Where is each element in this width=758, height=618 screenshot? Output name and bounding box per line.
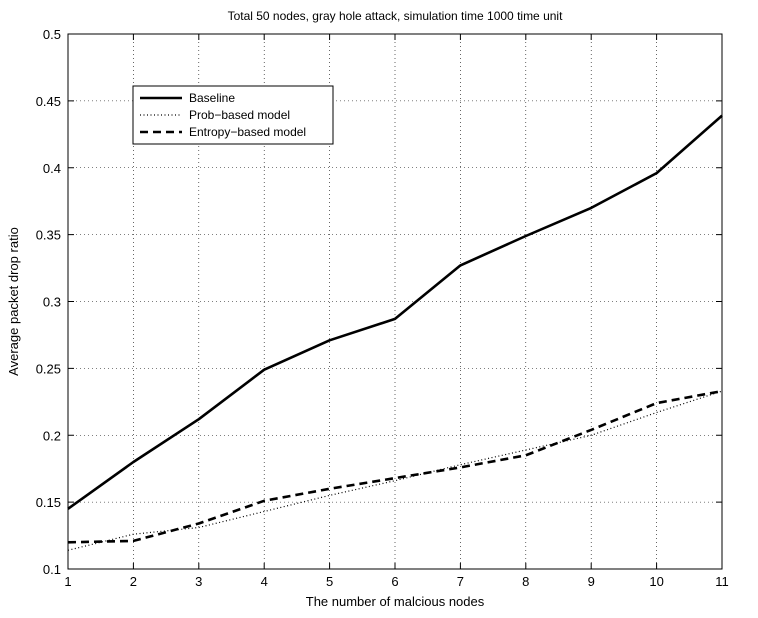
- y-tick-label: 0.15: [36, 495, 61, 510]
- x-tick-label: 2: [130, 574, 137, 589]
- x-tick-label: 5: [326, 574, 333, 589]
- legend-box: [132, 85, 334, 145]
- legend: Baseline Prob−based model Entropy−based mo…: [132, 85, 334, 145]
- x-tick-label: 1: [64, 574, 71, 589]
- y-tick-label: 0.3: [43, 295, 61, 310]
- y-tick-label: 0.5: [43, 27, 61, 42]
- x-tick-label: 3: [195, 574, 202, 589]
- y-axis-label: Average packet drop ratio: [6, 227, 21, 376]
- axis-ticks: 1 2 3 4 5 6 7 8 9 10 11 0.1 0.15 0.2 0.25 0.3 0.35 0.4 0.4…: [36, 27, 729, 589]
- series-line-dashed: [67, 389, 723, 544]
- y-tick-label: 0.25: [36, 361, 61, 376]
- series-line-solid: [67, 114, 723, 510]
- y-tick-label: 0.35: [36, 228, 61, 243]
- y-tick-label: 0.1: [43, 562, 61, 577]
- x-tick-label: 10: [649, 574, 663, 589]
- legend-label: Entropy−based model: [189, 125, 306, 139]
- x-tick-label: 11: [715, 574, 729, 589]
- legend-label: Prob−based model: [189, 108, 290, 122]
- y-tick-label: 0.2: [43, 428, 61, 443]
- x-axis-label: The number of malcious nodes: [306, 594, 485, 609]
- x-tick-label: 4: [261, 574, 268, 589]
- y-tick-label: 0.45: [36, 94, 61, 109]
- x-tick-label: 8: [522, 574, 529, 589]
- chart-title: Total 50 nodes, gray hole attack, simula…: [228, 9, 564, 23]
- y-tick-label: 0.4: [43, 161, 61, 176]
- legend-label: Baseline: [189, 91, 235, 105]
- x-tick-label: 9: [588, 574, 595, 589]
- series-lines: [67, 114, 723, 551]
- x-tick-label: 7: [457, 574, 464, 589]
- x-tick-label: 6: [391, 574, 398, 589]
